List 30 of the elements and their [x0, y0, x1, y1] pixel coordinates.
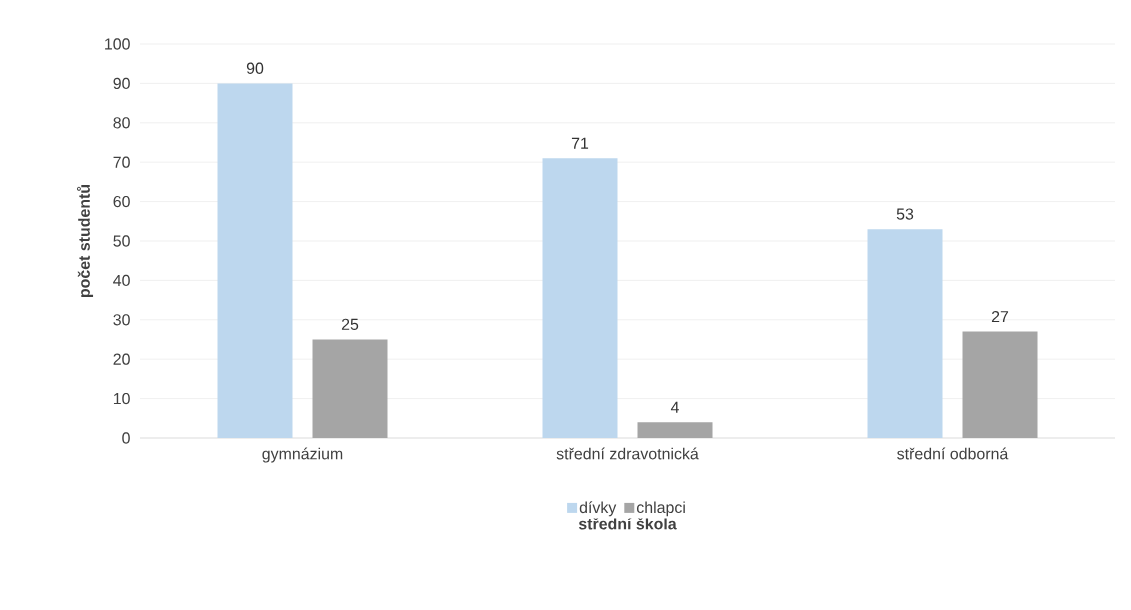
legend-label: chlapci — [636, 501, 685, 517]
data-label: 53 — [896, 208, 914, 220]
y-tick-label: 0 — [122, 432, 130, 444]
x-axis-title: střední škola — [578, 517, 677, 530]
y-tick-label: 70 — [113, 156, 130, 168]
x-tick-label: střední zdravotnická — [556, 447, 699, 460]
y-tick-label: 50 — [113, 235, 130, 247]
legend-label: dívky — [579, 501, 617, 517]
y-tick-label: 40 — [113, 274, 130, 287]
y-tick-label: 100 — [105, 38, 130, 50]
y-axis-title: počet studentů — [76, 184, 94, 298]
y-tick-label: 90 — [113, 77, 130, 90]
bar — [217, 83, 293, 438]
bar — [962, 331, 1038, 438]
data-label: 4 — [670, 401, 679, 413]
bar — [312, 339, 388, 438]
bar — [542, 158, 618, 438]
data-label: 27 — [991, 310, 1009, 323]
data-label: 25 — [341, 318, 359, 330]
x-tick-label: gymnázium — [262, 447, 343, 463]
bar — [867, 229, 943, 438]
bar — [637, 422, 713, 438]
y-tick-label: 60 — [113, 195, 130, 208]
data-label: 71 — [571, 137, 589, 149]
y-tick-label: 80 — [113, 117, 130, 129]
y-tick-label: 20 — [113, 353, 130, 365]
x-tick-label: střední odborná — [897, 447, 1009, 460]
y-tick-label: 10 — [113, 392, 130, 405]
data-label: 90 — [246, 62, 264, 74]
y-tick-label: 30 — [113, 314, 130, 326]
